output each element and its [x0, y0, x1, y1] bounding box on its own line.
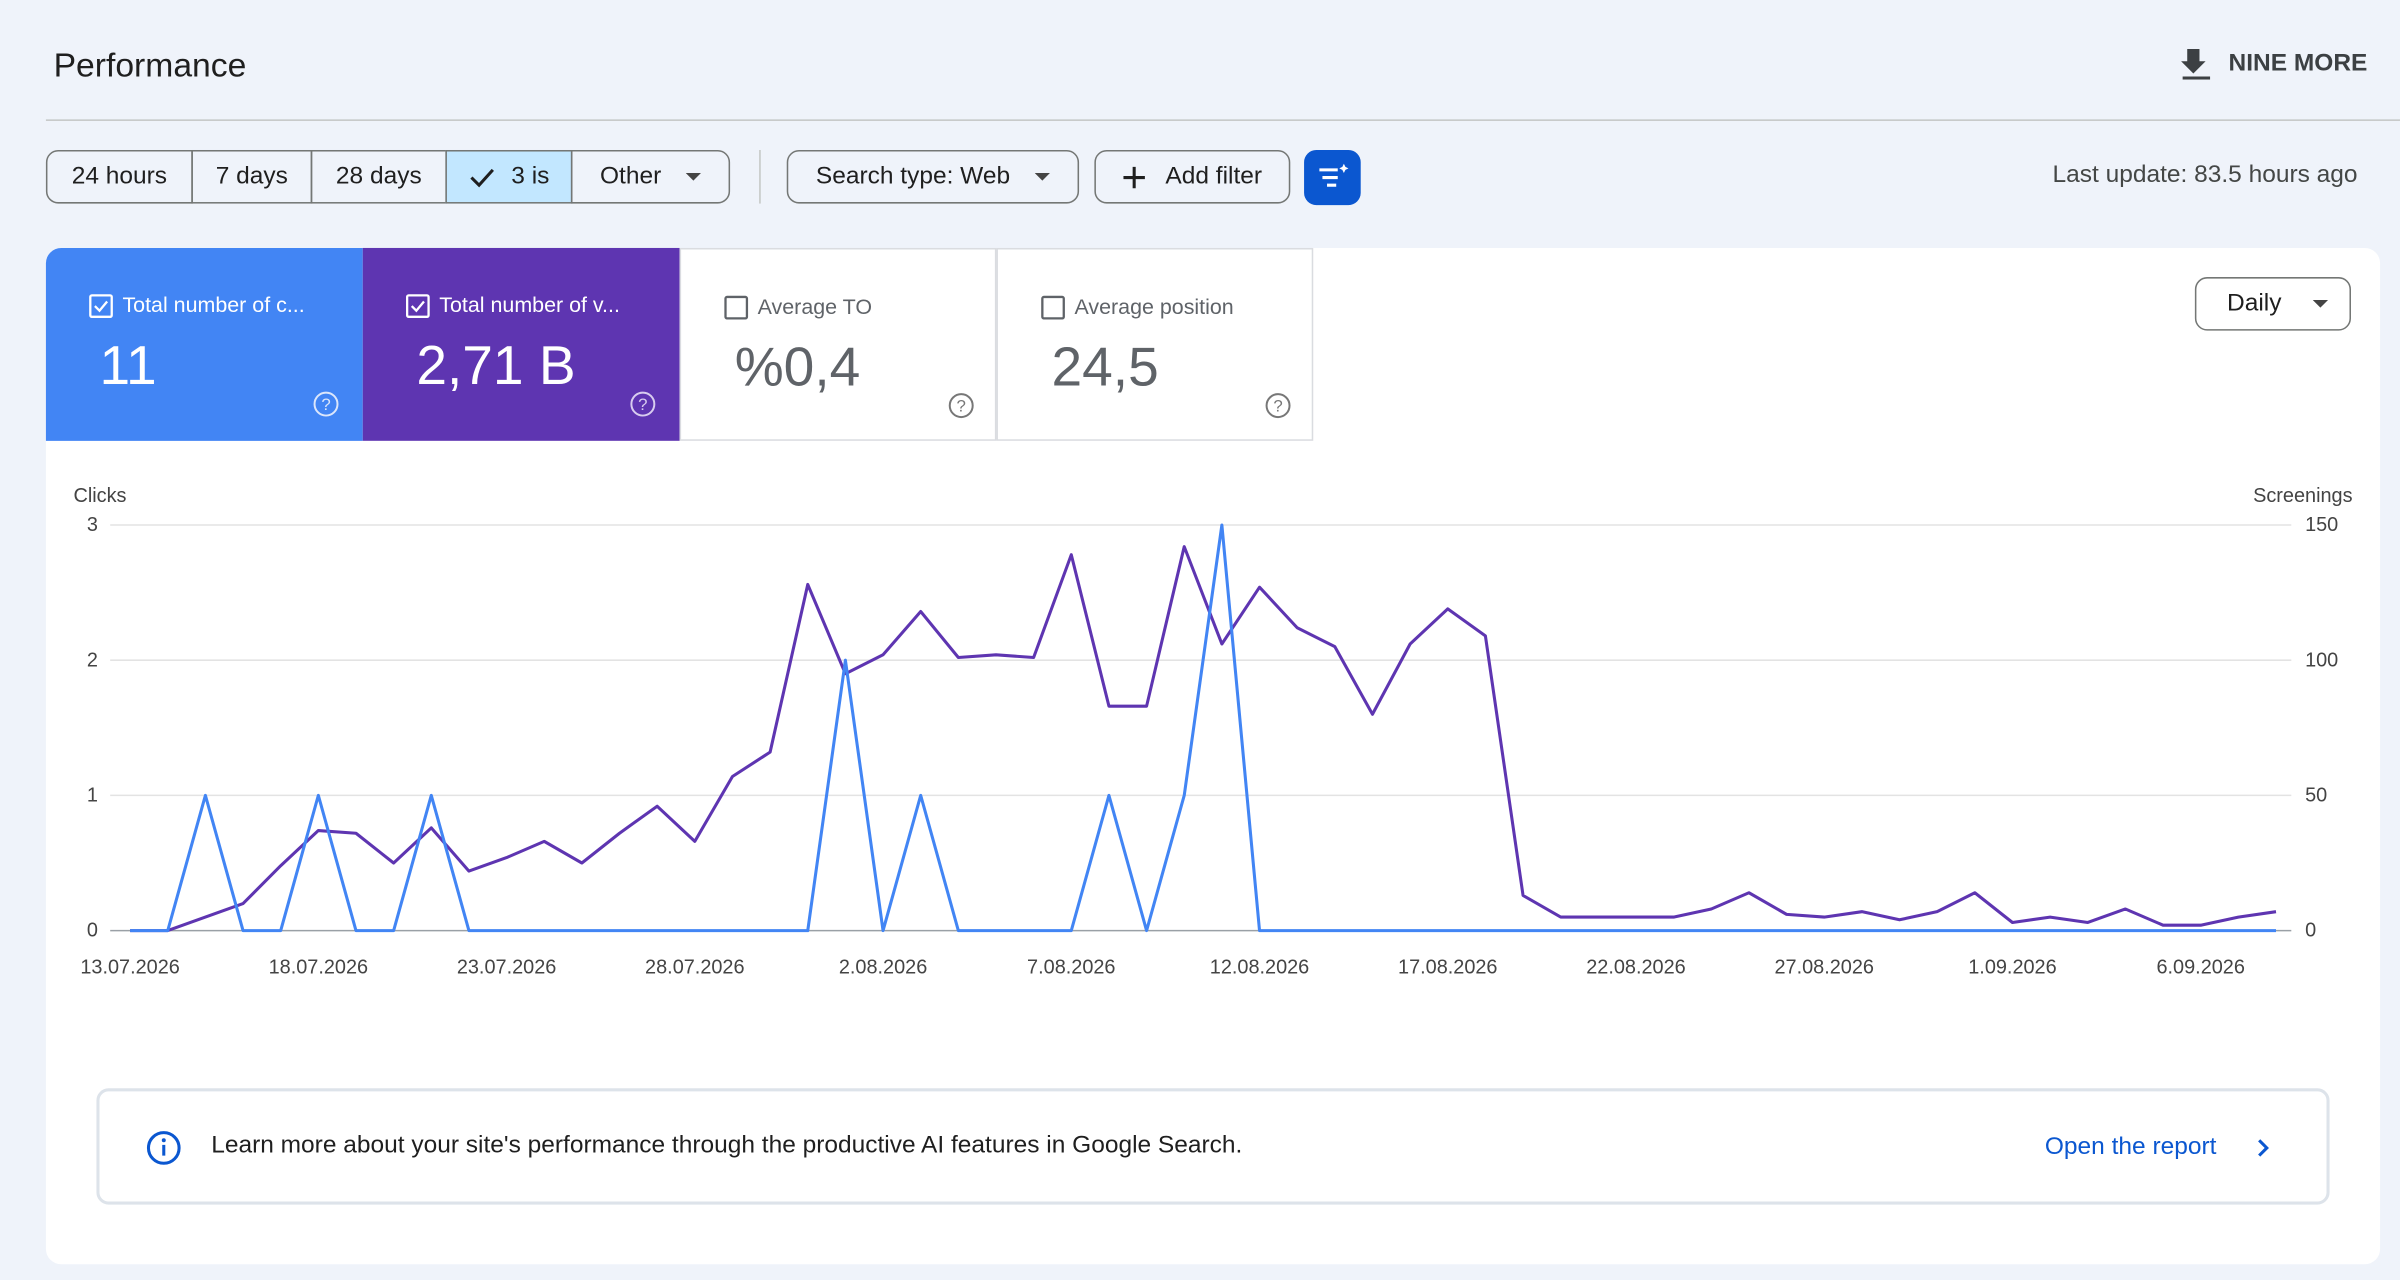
download-icon [2181, 48, 2211, 80]
search-type-label: Search type: Web [815, 163, 1011, 190]
range-label: 3 is [511, 163, 550, 190]
x-tick-label: 18.07.2026 [269, 956, 368, 978]
info-icon [146, 1131, 181, 1165]
checkbox [405, 294, 430, 318]
add-filter-button[interactable]: Add filter [1094, 149, 1291, 204]
chart: Clicks Screenings 0 1 2 3 0 50 100 150 13.07.202… [73, 485, 2352, 978]
metric-value: 2,71 B [416, 333, 576, 397]
metric-value: %0,4 [734, 335, 861, 398]
y-tick-label: 0 [87, 920, 98, 942]
filter-icon [1319, 163, 1349, 187]
divider [759, 149, 761, 204]
checkbox [724, 295, 749, 320]
x-tick-label: 13.07.2026 [80, 956, 179, 978]
x-tick-label: 6.09.2026 [2156, 956, 2244, 978]
checkbox [1041, 295, 1065, 320]
chevron-icon [2258, 1139, 2269, 1157]
help-icon[interactable]: ? [947, 392, 975, 420]
granularity-label: Daily [2227, 290, 2282, 317]
export-button[interactable]: NINE MORE [2228, 50, 2368, 77]
ai-filter-button[interactable] [1304, 149, 1361, 206]
range-label: Other [599, 163, 662, 190]
metric-value: 11 [99, 333, 157, 397]
add-filter-label: Add filter [1165, 163, 1263, 190]
dropdown-arrow [1034, 172, 1050, 180]
dropdown-arrow [2312, 299, 2328, 307]
metric-label: Average TO [757, 293, 873, 319]
x-tick-label: 27.08.2026 [1774, 956, 1873, 978]
y-tick-label: 1 [87, 785, 98, 807]
y2-tick-label: 50 [2305, 785, 2327, 807]
series-line [130, 545, 2277, 933]
x-tick-label: 22.08.2026 [1586, 956, 1685, 978]
y2-tick-label: 0 [2305, 920, 2316, 942]
x-tick-label: 12.08.2026 [1210, 956, 1309, 978]
x-tick-label: 17.08.2026 [1398, 956, 1497, 978]
x-tick-label: 2.08.2026 [839, 956, 927, 978]
range-button-selected[interactable]: 3 is [445, 149, 573, 204]
series-line [130, 523, 2277, 933]
checkbox [89, 294, 113, 318]
granularity-dropdown[interactable]: Daily [2194, 277, 2352, 331]
y-axis-title: Clicks [73, 485, 126, 507]
x-tick-label: 23.07.2026 [457, 956, 556, 978]
metric-card[interactable]: Total number of v... 2,71 B ? [362, 247, 680, 441]
y2-axis-title: Screenings [2253, 485, 2352, 507]
metric-label: Total number of c... [122, 292, 305, 317]
check-icon [470, 168, 495, 187]
metric-card[interactable]: Average TO %0,4 ? [679, 247, 997, 441]
metric-card[interactable]: Average position 24,5 ? [996, 247, 1314, 441]
x-tick-label: 7.08.2026 [1027, 956, 1115, 978]
range-button[interactable]: 24 hours [45, 149, 193, 204]
x-tick-label: 1.09.2026 [1968, 956, 2056, 978]
x-tick-label: 28.07.2026 [645, 956, 744, 978]
y2-tick-label: 100 [2305, 649, 2338, 671]
svg-text:?: ? [1273, 397, 1282, 416]
range-button[interactable]: Other [570, 149, 731, 204]
page-title: Performance [53, 45, 247, 85]
svg-text:?: ? [321, 395, 330, 414]
banner-link[interactable]: Open the report [2044, 1134, 2217, 1161]
info-banner: Learn more about your site's performance… [96, 1088, 2330, 1205]
metric-card[interactable]: Total number of c... 11 ? [45, 247, 363, 441]
plus-icon [1124, 166, 1146, 188]
y-tick-label: 2 [87, 649, 98, 671]
dropdown-arrow [685, 172, 702, 180]
metric-label: Total number of v... [439, 292, 620, 317]
svg-text:?: ? [957, 397, 966, 416]
metric-label: Average position [1074, 293, 1234, 319]
svg-text:?: ? [638, 395, 647, 414]
help-icon[interactable]: ? [629, 390, 657, 418]
y2-tick-label: 150 [2305, 514, 2338, 536]
y-tick-label: 3 [87, 514, 98, 536]
search-type-button[interactable]: Search type: Web [786, 149, 1080, 204]
help-icon[interactable]: ? [1264, 392, 1292, 420]
banner-text: Learn more about your site's performance… [211, 1132, 1243, 1159]
range-button[interactable]: 7 days [191, 149, 313, 204]
last-update: Last update: 83.5 hours ago [2052, 162, 2358, 189]
divider [45, 119, 2400, 121]
help-icon[interactable]: ? [312, 390, 340, 418]
metric-value: 24,5 [1051, 335, 1159, 398]
